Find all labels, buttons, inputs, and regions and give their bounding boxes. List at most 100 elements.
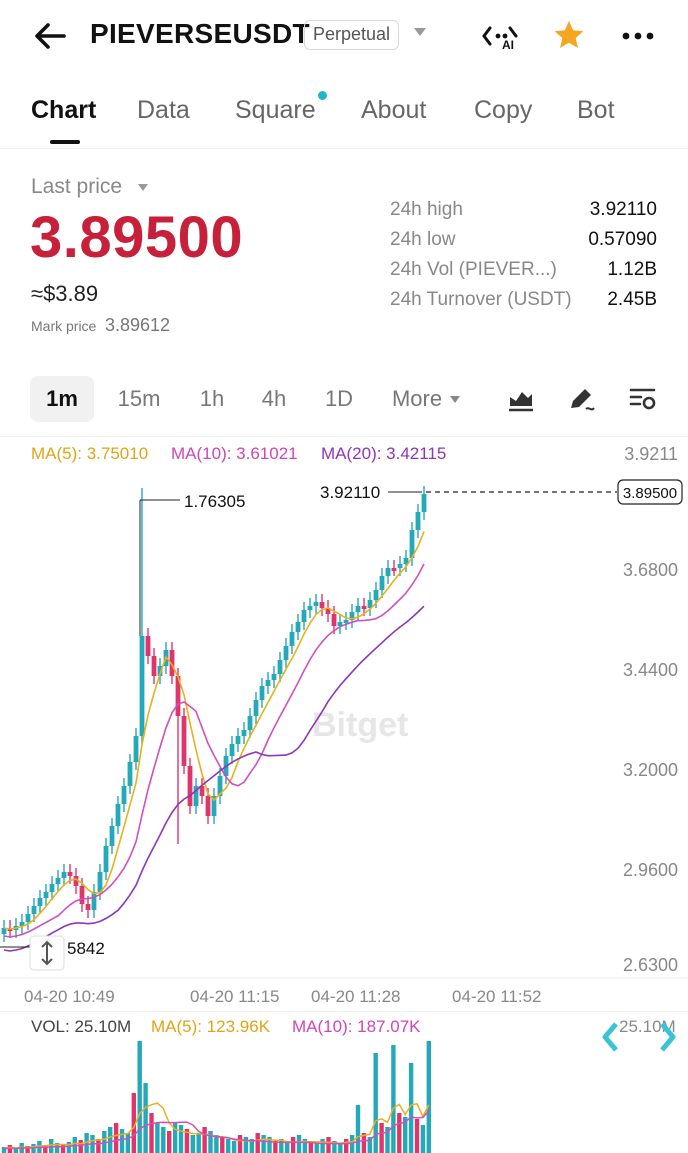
volume-bar [338, 1143, 343, 1153]
x-tick: 04-20 11:28 [311, 987, 401, 1006]
volume-bar [208, 1131, 213, 1153]
ma10-legend: MA(10): 3.61021 [171, 444, 298, 463]
usd-approx: ≈$3.89 [31, 281, 99, 306]
timeframe-1h[interactable]: 1h [199, 386, 225, 411]
candle-body [145, 636, 151, 656]
back-arrow-icon[interactable] [30, 18, 70, 54]
candle-body [325, 608, 331, 614]
volume-bar [13, 1148, 18, 1153]
timeframe-1d[interactable]: 1D [324, 386, 354, 411]
timeframe-more[interactable]: More [391, 386, 443, 411]
timeframe-4h[interactable]: 4h [261, 386, 287, 411]
candle-body [49, 884, 55, 892]
x-tick: 04-20 11:15 [190, 987, 280, 1006]
last-price-dropdown-icon[interactable] [138, 184, 148, 191]
chart-settings-icon[interactable] [628, 384, 658, 414]
tab-copy[interactable]: Copy [474, 96, 533, 124]
y-tick: 3.9211 [624, 444, 678, 464]
stat-label: 24h high [390, 199, 463, 220]
volume-bar [190, 1135, 195, 1153]
candle-body [79, 886, 85, 904]
ma20-legend: MA(20): 3.42115 [321, 444, 447, 463]
candle-body [349, 612, 355, 620]
volume-bar [66, 1142, 72, 1153]
volume-bar [296, 1135, 302, 1153]
volume-bar [202, 1127, 207, 1153]
ma-lines-group [3, 531, 425, 952]
volume-bar [178, 1125, 184, 1153]
more-options-icon[interactable] [620, 26, 656, 46]
vol-legend: VOL: 25.10M [31, 1017, 132, 1036]
tab-square[interactable]: Square [235, 96, 316, 124]
candle-body [397, 564, 403, 568]
candle-body [91, 892, 97, 910]
vol-ma10-legend: MA(10): 187.07K [292, 1017, 421, 1036]
candle-body [121, 786, 127, 804]
candlestick-chart[interactable]: Bitget 1.76305 3.92110 3.89500 5842 [0, 436, 688, 1016]
volume-bar [302, 1139, 308, 1153]
candle-body [85, 904, 91, 910]
volume-bar [184, 1129, 190, 1153]
volume-bar [361, 1133, 367, 1153]
volume-bar [403, 1117, 408, 1153]
y-tick: 3.2000 [622, 760, 678, 780]
candle-body [199, 786, 205, 796]
volume-ma10-line [3, 1110, 430, 1150]
volume-ma-group [3, 1102, 430, 1150]
candle-body [361, 606, 367, 609]
volume-bar [290, 1137, 296, 1153]
volume-bar [60, 1144, 66, 1153]
volume-bar [332, 1141, 337, 1153]
candle-body [103, 846, 109, 872]
ma20-line [3, 605, 425, 952]
candles-group [1, 486, 427, 942]
volume-bar [314, 1143, 319, 1153]
volume-bar [137, 1041, 142, 1153]
ai-assistant-icon[interactable]: AI [480, 20, 522, 54]
candle-body [385, 568, 391, 576]
last-price-value: 3.89500 [30, 205, 244, 270]
last-price-label[interactable]: Last price [31, 175, 123, 198]
candle-body [235, 736, 241, 744]
timeframe-1m[interactable]: 1m [30, 376, 94, 422]
tab-chart[interactable]: Chart [31, 96, 97, 124]
candle-body [403, 558, 409, 564]
symbol-dropdown-icon[interactable] [414, 28, 426, 36]
candle-body [61, 872, 67, 878]
candle-body [229, 744, 235, 756]
favorite-star-icon[interactable] [552, 18, 586, 52]
main-tabs: Chart Data Square About Copy Bot [0, 88, 688, 146]
tab-bot[interactable]: Bot [577, 96, 615, 124]
timeframe-15m[interactable]: 15m [117, 386, 161, 411]
tab-about[interactable]: About [361, 96, 427, 124]
volume-bar [231, 1141, 237, 1153]
low-annotation: 5842 [67, 939, 105, 958]
high-annotation: 3.92110 [320, 483, 380, 502]
more-dropdown-icon[interactable] [450, 396, 460, 403]
volume-bar [426, 1041, 431, 1153]
volume-bar [113, 1123, 119, 1153]
candle-body [151, 656, 157, 676]
candle-body [337, 622, 343, 626]
volume-bar [149, 1113, 154, 1153]
candle-body [241, 730, 247, 736]
candle-body [283, 646, 289, 660]
tab-data[interactable]: Data [137, 96, 190, 124]
candle-body [181, 716, 187, 766]
candle-body [193, 786, 199, 806]
chart-type-icon[interactable] [506, 384, 536, 414]
candle-body [313, 602, 319, 606]
symbol-title[interactable]: PIEVERSEUSDT [90, 18, 310, 49]
scroll-right-icon[interactable] [656, 1020, 678, 1054]
candle-body [31, 906, 37, 914]
candle-body [217, 776, 223, 796]
candle-body [265, 680, 271, 686]
candle-body [133, 736, 139, 762]
volume-bar [131, 1093, 136, 1153]
volume-bar [1, 1147, 7, 1153]
candle-body [37, 898, 43, 906]
candle-body [271, 674, 277, 680]
volume-bar [237, 1135, 243, 1153]
draw-tool-icon[interactable] [566, 384, 596, 414]
scroll-left-icon[interactable] [600, 1020, 622, 1054]
